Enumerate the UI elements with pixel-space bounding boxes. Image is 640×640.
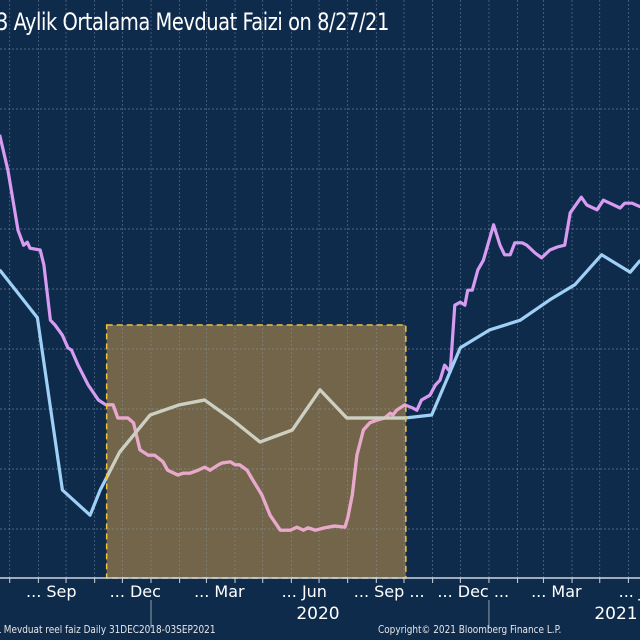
x-axis: ... Sep ... Dec ... Mar ... Jun ... Sep ....… xyxy=(0,577,640,628)
gridlines xyxy=(0,0,640,578)
x-tick-label: ... Dec ... xyxy=(437,582,509,601)
footer-copyright: Copyright© 2021 Bloomberg Finance L.P. xyxy=(378,623,562,636)
year-label: 2021 xyxy=(594,604,637,624)
chart-title: 3 Aylik Ortalama Mevduat Faizi on 8/27/2… xyxy=(0,8,389,36)
x-tick-label: ... Mar xyxy=(531,582,582,601)
x-tick-label: ... Jun xyxy=(282,582,327,601)
x-tick-label: ... Jun xyxy=(619,582,640,601)
highlight-region xyxy=(106,325,406,578)
footer-series-info: L Mevduat reel faiz Daily 31DEC2018-03SE… xyxy=(0,623,216,636)
year-label: 2020 xyxy=(296,604,339,624)
x-tick-label: ... Sep xyxy=(26,582,77,601)
blue-series-line-in-region xyxy=(106,388,406,481)
x-tick-label: ... Sep ... xyxy=(354,582,425,601)
x-tick-label: ... Dec xyxy=(110,582,161,601)
x-tick-label: ... Mar xyxy=(194,582,245,601)
